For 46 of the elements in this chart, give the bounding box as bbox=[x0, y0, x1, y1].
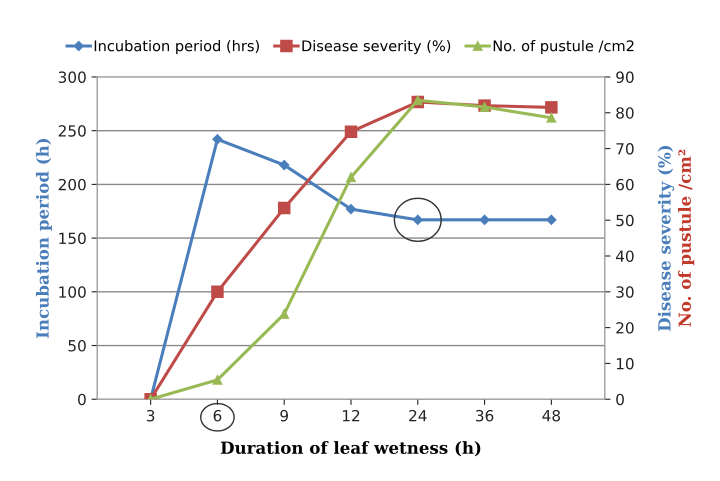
y-tick-label: 300 bbox=[58, 71, 86, 83]
y2-tick-label: 70 bbox=[616, 143, 634, 155]
legend-label: No. of pustule /cm2 bbox=[494, 40, 634, 54]
y-tick-label: 150 bbox=[59, 232, 86, 244]
y2-tick-label: 60 bbox=[616, 178, 634, 190]
y-tick-label: 0 bbox=[78, 394, 86, 406]
x-tick-label: 12 bbox=[342, 410, 360, 422]
point bbox=[344, 125, 358, 138]
y2-tick-label: 10 bbox=[616, 358, 634, 370]
point bbox=[279, 309, 290, 319]
point bbox=[211, 286, 224, 298]
point bbox=[545, 101, 558, 114]
y2-tick-label: 20 bbox=[616, 322, 634, 334]
x-tick-label: 48 bbox=[542, 410, 560, 422]
y-tick-label: 250 bbox=[58, 125, 86, 137]
point bbox=[480, 102, 490, 112]
point bbox=[212, 375, 222, 385]
y-tick-label: 100 bbox=[59, 286, 86, 298]
point bbox=[479, 214, 490, 225]
point bbox=[546, 112, 556, 123]
point bbox=[412, 95, 423, 106]
y2-tick-label: 90 bbox=[616, 71, 634, 83]
point bbox=[212, 134, 223, 144]
y-axis-title: Incubation period (h) bbox=[36, 138, 52, 338]
x-axis-title: Duration of leaf wetness (h) bbox=[220, 441, 480, 456]
legend-label: Incubation period (hrs) bbox=[94, 40, 259, 54]
point bbox=[546, 214, 556, 225]
y2-tick-label: 40 bbox=[616, 250, 634, 262]
legend-label: Disease severity (%) bbox=[302, 40, 450, 54]
y2-tick-label: 50 bbox=[616, 214, 634, 226]
x-tick-label: 3 bbox=[146, 410, 154, 422]
x-tick-label: 6 bbox=[214, 410, 222, 422]
y-tick-label: 200 bbox=[58, 178, 86, 190]
x-tick-label: 9 bbox=[280, 410, 288, 422]
x-tick-label: 24 bbox=[409, 410, 427, 422]
point bbox=[346, 172, 356, 182]
point bbox=[346, 204, 356, 214]
x-tick-label: 36 bbox=[476, 410, 494, 422]
y2-tick-label: 80 bbox=[616, 107, 634, 119]
y-tick-label: 50 bbox=[68, 340, 86, 352]
point bbox=[412, 214, 423, 225]
point bbox=[278, 202, 290, 214]
point bbox=[279, 160, 290, 170]
y2-axis-title: Disease severity (%) No. of pustule /cm² bbox=[658, 146, 694, 332]
y2-tick-label: 0 bbox=[616, 394, 624, 406]
y2-tick-label: 30 bbox=[616, 286, 634, 298]
